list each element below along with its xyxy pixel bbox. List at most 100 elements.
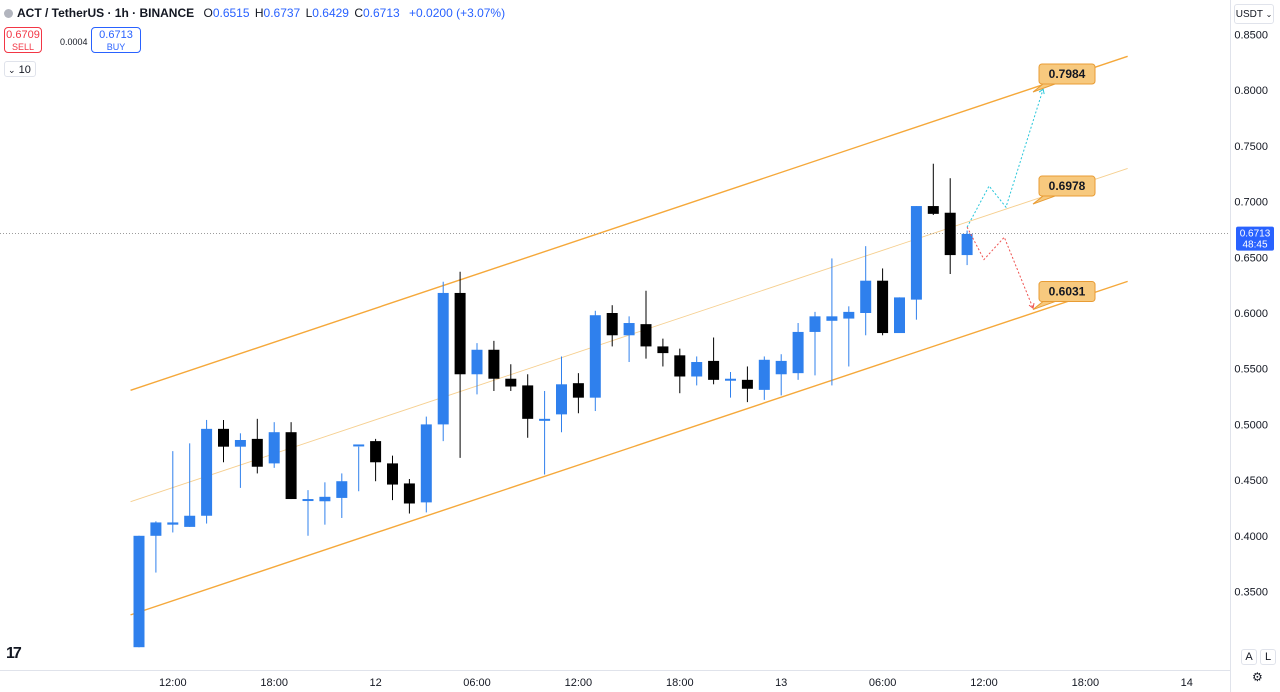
candle-body	[623, 323, 635, 336]
candle-5	[201, 419, 213, 524]
candle-body	[184, 515, 196, 527]
candle-45	[877, 268, 889, 336]
bearish-arrow-head	[1028, 302, 1035, 309]
candle-36	[725, 372, 736, 398]
candle-22	[488, 340, 500, 391]
low-label: L	[305, 6, 313, 20]
candle-body	[792, 331, 804, 374]
candle-31	[640, 290, 652, 359]
candle-body	[150, 522, 162, 536]
candle-28	[589, 310, 601, 412]
price-tick-label: 0.4500	[1234, 475, 1268, 487]
candle-body	[708, 360, 720, 380]
sell-price: 0.6709	[6, 29, 40, 41]
candle-14	[353, 444, 365, 492]
price-tick-label: 0.4000	[1234, 531, 1268, 543]
buy-button[interactable]: 0.6713 BUY	[91, 27, 141, 53]
time-tick-label: 18:00	[666, 677, 694, 689]
candle-46	[894, 297, 905, 334]
plot-area: 0.7984 0.6978 0.6031	[0, 55, 1230, 648]
bearish-projection-path	[966, 226, 1034, 309]
candle-27	[572, 373, 584, 414]
spread-value: 0.0004	[60, 37, 88, 47]
low-value: 0.6429	[312, 6, 349, 20]
candle-37	[741, 366, 753, 403]
channel-lower-line	[130, 280, 1128, 616]
time-tick-label: 12:00	[159, 677, 187, 689]
bullish-projection-path	[966, 88, 1044, 228]
target-label-2: 0.6978	[1032, 175, 1096, 205]
candle-13	[336, 473, 348, 518]
time-tick-label: 18:00	[260, 677, 288, 689]
candle-body	[758, 359, 770, 390]
candle-44	[860, 246, 872, 336]
candle-18	[420, 416, 432, 513]
candle-39	[775, 354, 787, 396]
candle-body	[556, 384, 567, 415]
candle-body	[927, 206, 939, 214]
candle-body	[522, 385, 534, 419]
symbol-logo-icon	[4, 9, 13, 18]
candle-34	[691, 356, 703, 386]
auto-scale-button[interactable]: A	[1241, 649, 1257, 665]
candle-24	[522, 374, 534, 438]
candle-2	[150, 521, 162, 573]
log-scale-button[interactable]: L	[1260, 649, 1276, 665]
change-value: +0.0200 (+3.07%)	[409, 6, 506, 20]
candle-21	[471, 343, 483, 395]
candle-body	[877, 280, 889, 334]
time-tick-label: 13	[775, 677, 787, 689]
price-tick-label: 0.5000	[1234, 419, 1268, 431]
candle-body	[454, 292, 466, 375]
symbol-header: ACT / TetherUS · 1h · BINANCE O0.6515 H0…	[4, 6, 505, 20]
candle-body	[201, 428, 213, 516]
candle-3	[167, 451, 179, 533]
currency-button[interactable]: USDT ⌄	[1234, 4, 1274, 24]
candle-body	[403, 483, 415, 504]
candle-40	[792, 323, 804, 380]
candle-body	[657, 346, 669, 354]
target-callout-pointer	[1032, 301, 1056, 311]
sell-label: SELL	[11, 42, 35, 52]
candle-body	[285, 432, 297, 500]
sell-button[interactable]: 0.6709 SELL	[4, 27, 42, 53]
open-label: O	[203, 6, 213, 20]
candle-body	[471, 349, 483, 375]
candle-38	[758, 356, 770, 400]
target-label-box	[1038, 175, 1096, 197]
candle-body	[809, 316, 821, 332]
bullish-arrow-head	[1038, 88, 1045, 95]
candle-8	[251, 418, 263, 474]
candle-7	[234, 433, 246, 488]
time-tick-label: 06:00	[869, 677, 897, 689]
price-tick-label: 0.3500	[1234, 587, 1268, 599]
candle-23	[505, 364, 517, 391]
gear-icon[interactable]: ⚙	[1252, 670, 1263, 684]
channel-upper-line	[130, 55, 1128, 391]
time-tick-label: 14	[1181, 677, 1193, 689]
currency-label: USDT	[1235, 9, 1263, 20]
target-label-3: 0.6031	[1032, 281, 1096, 311]
chevron-down-icon: ⌄	[8, 65, 16, 75]
indicator-count: 10	[18, 64, 31, 76]
indicators-toggle[interactable]: ⌄ 10	[4, 61, 36, 77]
candle-body	[860, 280, 872, 313]
buy-price: 0.6713	[99, 29, 133, 41]
candle-1	[133, 535, 145, 648]
target-label-text: 0.6031	[1049, 285, 1086, 299]
candle-body	[894, 297, 905, 334]
candle-body	[336, 481, 348, 498]
current-price-value: 0.6713	[1240, 229, 1271, 240]
candle-body	[370, 441, 382, 463]
target-label-box	[1038, 63, 1096, 85]
candle-50	[961, 230, 973, 266]
open-value: 0.6515	[212, 6, 250, 20]
symbol-title[interactable]: ACT / TetherUS · 1h · BINANCE	[17, 6, 195, 20]
candle-body	[741, 379, 753, 389]
price-tick-label: 0.6500	[1234, 252, 1268, 264]
candle-26	[556, 356, 567, 433]
candle-body	[353, 444, 365, 447]
price-tick-label: 0.6000	[1234, 308, 1268, 320]
